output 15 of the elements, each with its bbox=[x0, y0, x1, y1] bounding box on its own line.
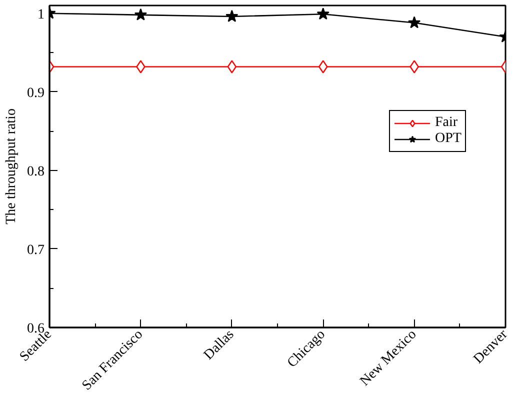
legend-label: Fair bbox=[435, 115, 458, 131]
y-axis-title: The throughput ratio bbox=[4, 108, 19, 224]
point bbox=[408, 16, 421, 28]
point bbox=[318, 60, 328, 74]
y-tick-label: 0.8 bbox=[27, 164, 44, 180]
legend-label: OPT bbox=[435, 131, 462, 147]
point bbox=[410, 60, 419, 74]
y-tick-label: 0.7 bbox=[27, 242, 44, 258]
point bbox=[226, 10, 238, 22]
point bbox=[227, 60, 236, 74]
point bbox=[136, 60, 146, 74]
point bbox=[134, 8, 148, 20]
y-tick-label: 0.9 bbox=[27, 86, 44, 101]
y-tick-label: 1 bbox=[38, 7, 44, 22]
point bbox=[316, 8, 330, 20]
